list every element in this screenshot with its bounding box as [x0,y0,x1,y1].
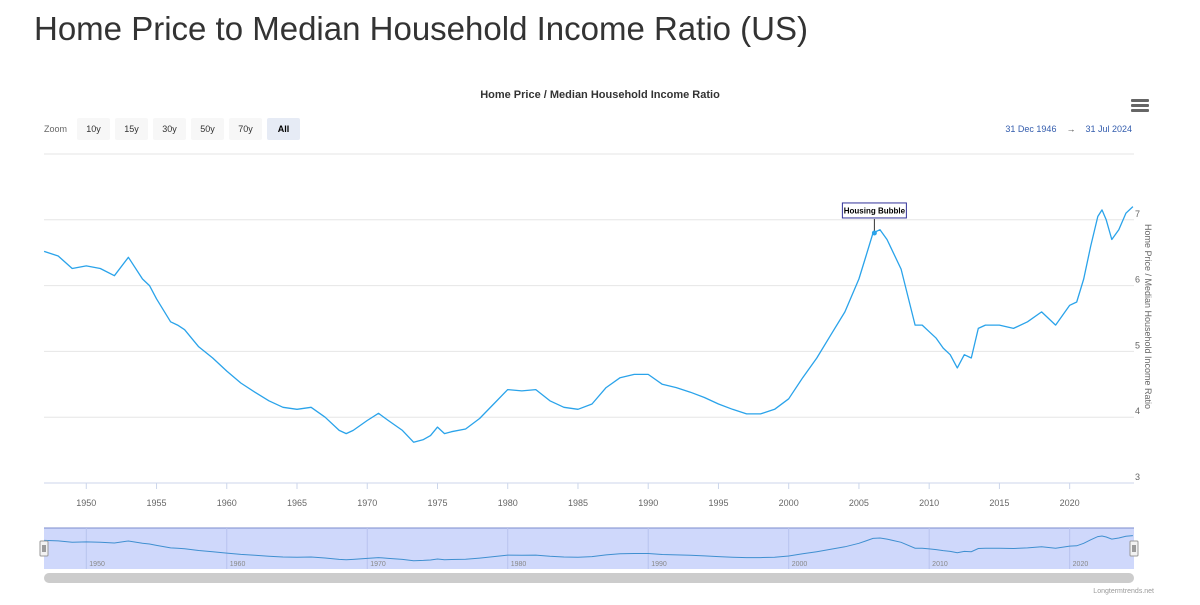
y-axis-title: Home Price / Median Household Income Rat… [1143,224,1153,409]
x-tick-label: 2000 [779,498,799,508]
zoom-controls: Zoom 10y 15y 30y 50y 70y All [44,118,301,140]
y-tick-label: 4 [1135,406,1140,416]
zoom-15y-button[interactable]: 15y [115,118,149,140]
navigator-tick-label: 1950 [89,561,105,568]
x-tick-label: 2015 [989,498,1009,508]
navigator-tick-label: 1990 [651,561,667,568]
range-arrow: → [1066,124,1076,134]
page-title: Home Price to Median Household Income Ra… [34,10,809,47]
navigator-tick-label: 1980 [511,561,527,568]
x-tick-label: 1975 [427,498,447,508]
x-tick-label: 1950 [76,498,96,508]
annotation-box [841,202,907,219]
x-tick-label: 1985 [568,498,588,508]
navigator-tick-label: 1970 [370,561,386,568]
navigator-tick-label: 2020 [1073,561,1089,568]
zoom-50y-button[interactable]: 50y [191,118,225,140]
navigator-tick-label: 1960 [230,561,246,568]
series-line [43,206,1134,443]
navigator-tick-label: 2010 [932,561,948,568]
zoom-70y-button[interactable]: 70y [229,118,263,140]
navigator-tick-label: 2000 [792,561,808,568]
range-to-input[interactable]: 31 Jul 2024 [1085,124,1132,134]
hamburger-menu-icon[interactable] [1131,99,1149,113]
chart-title: Home Price / Median Household Income Rat… [480,89,720,101]
scrollbar-thumb[interactable] [44,573,1134,583]
x-tick-label: 2010 [919,498,939,508]
navigator-series-line [44,535,1133,562]
credit-text[interactable]: Longtermtrends.net [1093,588,1154,595]
date-range: 31 Dec 1946 → 31 Jul 2024 [1005,124,1132,134]
x-tick-label: 1965 [287,498,307,508]
zoom-all-button[interactable]: All [267,118,301,140]
x-tick-label: 2020 [1060,498,1080,508]
range-from-input[interactable]: 31 Dec 1946 [1005,124,1057,134]
x-tick-label: 1995 [708,498,728,508]
x-tick-label: 1970 [357,498,377,508]
x-tick-label: 1990 [638,498,658,508]
zoom-10y-button[interactable]: 10y [77,118,111,140]
y-tick-label: 5 [1135,340,1140,350]
y-tick-label: 3 [1135,472,1140,482]
navigator-selection [44,528,1134,569]
annotation-point [871,230,877,236]
x-tick-label: 2005 [849,498,869,508]
zoom-label: Zoom [44,124,68,134]
navigator-left-handle[interactable] [39,540,49,557]
zoom-30y-button[interactable]: 30y [153,118,187,140]
y-tick-label: 7 [1135,209,1140,219]
x-tick-label: 1980 [498,498,518,508]
x-tick-label: 1955 [147,498,167,508]
navigator-right-handle[interactable] [1129,540,1139,557]
y-tick-label: 6 [1135,275,1140,285]
x-tick-label: 1960 [217,498,237,508]
annotation-label: Housing Bubble [844,206,906,215]
